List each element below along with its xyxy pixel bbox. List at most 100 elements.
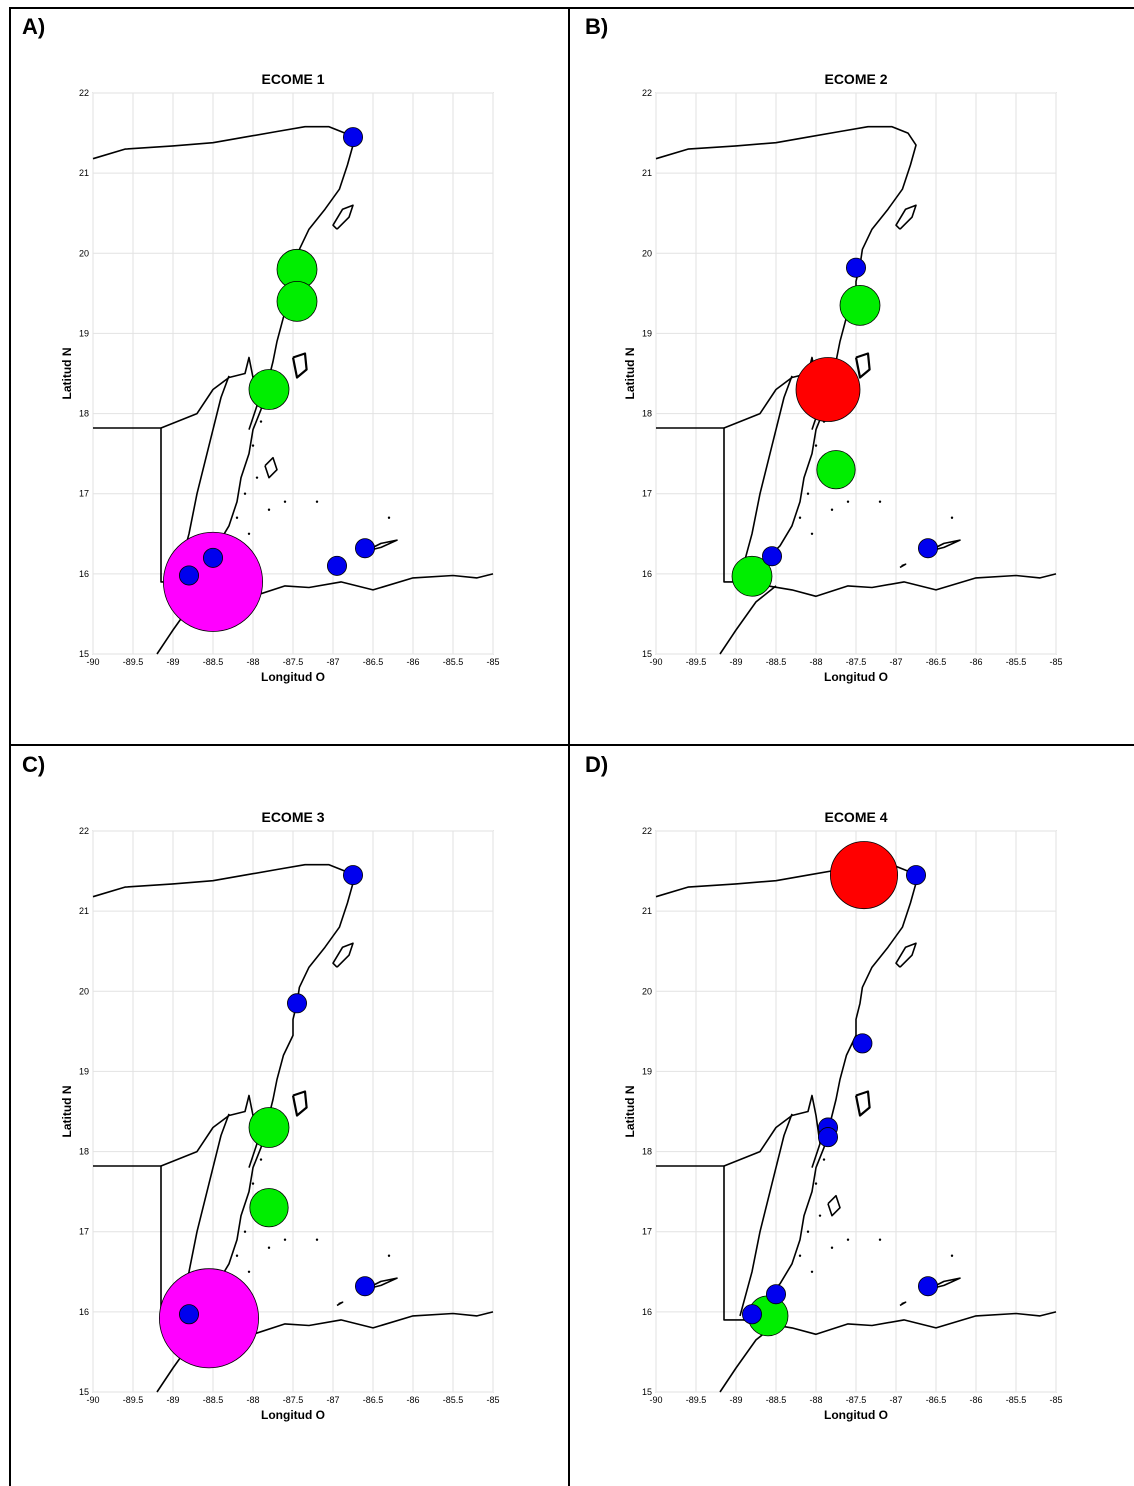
- y-tick-label: 18: [642, 409, 652, 419]
- data-point: [179, 565, 200, 586]
- islet-mark: [259, 1158, 263, 1161]
- islet-mark: [251, 1182, 255, 1185]
- islet-mark: [243, 1230, 247, 1233]
- map-chart-ecome-1: -90 -89.5 -89 -88.5 -88 -87.5 -87 -86.5 -86 -85.5…: [60, 71, 500, 684]
- x-axis-label: Longitud O: [824, 670, 888, 684]
- islet-mark: [878, 500, 882, 503]
- islet-mark: [810, 532, 814, 535]
- border-line-belize: [739, 1113, 793, 1317]
- data-point: [342, 865, 363, 886]
- islet-mark: [259, 420, 263, 423]
- data-point: [248, 369, 290, 410]
- islet-mark: [950, 516, 954, 519]
- chart-title: ECOME 3: [261, 809, 324, 825]
- chart-title: ECOME 1: [261, 71, 324, 87]
- x-tick-label: -85.5: [1006, 657, 1027, 667]
- y-tick-label: 17: [79, 1227, 89, 1237]
- y-tick-label: 16: [79, 1307, 89, 1317]
- y-tick-label: 19: [79, 1066, 89, 1076]
- data-point: [159, 1268, 259, 1369]
- data-point: [179, 1304, 200, 1325]
- y-tick-label: 16: [642, 1307, 652, 1317]
- data-point: [354, 1276, 375, 1297]
- data-point: [276, 280, 318, 322]
- islet-mark: [235, 516, 239, 519]
- x-tick-label: -87: [889, 657, 902, 667]
- islet-mark: [315, 500, 319, 503]
- x-tick-label: -88: [809, 1395, 822, 1405]
- y-axis-label: Latitud N: [60, 348, 74, 400]
- x-tick-label: -90: [86, 657, 99, 667]
- x-tick-label: -89.5: [123, 657, 144, 667]
- islet-mark: [283, 1238, 287, 1241]
- island-utila: [899, 563, 907, 569]
- y-tick-label: 19: [642, 328, 652, 338]
- island-utila: [899, 1301, 907, 1307]
- x-tick-label: -88.5: [766, 657, 787, 667]
- panel-label-a: A): [22, 14, 46, 39]
- island-roatan: [927, 539, 961, 553]
- islet-mark: [267, 1246, 271, 1249]
- y-axis-label: Latitud N: [623, 348, 637, 400]
- islet-mark: [806, 1230, 810, 1233]
- x-tick-label: -90: [649, 1395, 662, 1405]
- island-roatan: [927, 1277, 961, 1291]
- x-tick-label: -86.5: [363, 1395, 384, 1405]
- islet-mark: [243, 492, 247, 495]
- y-tick-label: 17: [79, 489, 89, 499]
- x-tick-label: -86: [969, 1395, 982, 1405]
- y-tick-label: 15: [642, 649, 652, 659]
- islet-mark: [283, 500, 287, 503]
- chart-title: ECOME 2: [824, 71, 887, 87]
- data-point: [163, 531, 263, 632]
- y-tick-label: 21: [642, 168, 652, 178]
- panel-label-b: B): [585, 14, 609, 39]
- islet-mark: [814, 444, 818, 447]
- reef-glovers: [264, 456, 278, 479]
- coastline-chetumal-bay: [723, 1094, 821, 1168]
- y-tick-label: 22: [642, 826, 652, 836]
- reef-banco-chinchorro: [854, 352, 871, 379]
- island-roatan: [364, 1277, 398, 1291]
- grid-divider-vertical: [568, 7, 570, 1486]
- island-cozumel: [895, 204, 917, 230]
- islet-mark: [798, 516, 802, 519]
- x-tick-label: -87.5: [283, 657, 304, 667]
- islet-mark: [822, 1158, 826, 1161]
- border-line-belize: [739, 375, 793, 579]
- y-tick-label: 20: [642, 986, 652, 996]
- y-axis-label: Latitud N: [60, 1086, 74, 1138]
- data-point: [765, 1284, 786, 1305]
- y-tick-label: 21: [79, 906, 89, 916]
- x-tick-label: -87: [326, 657, 339, 667]
- islet-mark: [818, 1214, 822, 1217]
- x-tick-label: -88.5: [203, 657, 224, 667]
- y-tick-label: 18: [79, 1147, 89, 1157]
- islet-mark: [255, 476, 259, 479]
- x-tick-label: -88.5: [203, 1395, 224, 1405]
- y-tick-label: 19: [79, 328, 89, 338]
- islet-mark: [950, 1254, 954, 1257]
- x-tick-label: -88: [246, 657, 259, 667]
- data-point: [829, 841, 898, 910]
- x-tick-label: -89: [729, 657, 742, 667]
- x-tick-label: -89: [166, 1395, 179, 1405]
- data-point: [761, 546, 782, 567]
- data-point: [845, 257, 866, 278]
- x-tick-label: -88: [809, 657, 822, 667]
- x-tick-label: -86: [406, 1395, 419, 1405]
- y-tick-label: 18: [79, 409, 89, 419]
- y-tick-label: 15: [79, 1387, 89, 1397]
- y-tick-label: 19: [642, 1066, 652, 1076]
- island-cozumel: [895, 942, 917, 968]
- reef-banco-chinchorro: [854, 1090, 871, 1117]
- data-point: [852, 1033, 873, 1054]
- y-tick-label: 20: [79, 248, 89, 258]
- data-point: [917, 1276, 938, 1297]
- reef-banco-chinchorro: [291, 1090, 308, 1117]
- islet-mark: [846, 500, 850, 503]
- islet-mark: [247, 532, 251, 535]
- island-utila: [336, 1301, 344, 1307]
- reef-glovers: [827, 1194, 841, 1217]
- x-tick-label: -88: [246, 1395, 259, 1405]
